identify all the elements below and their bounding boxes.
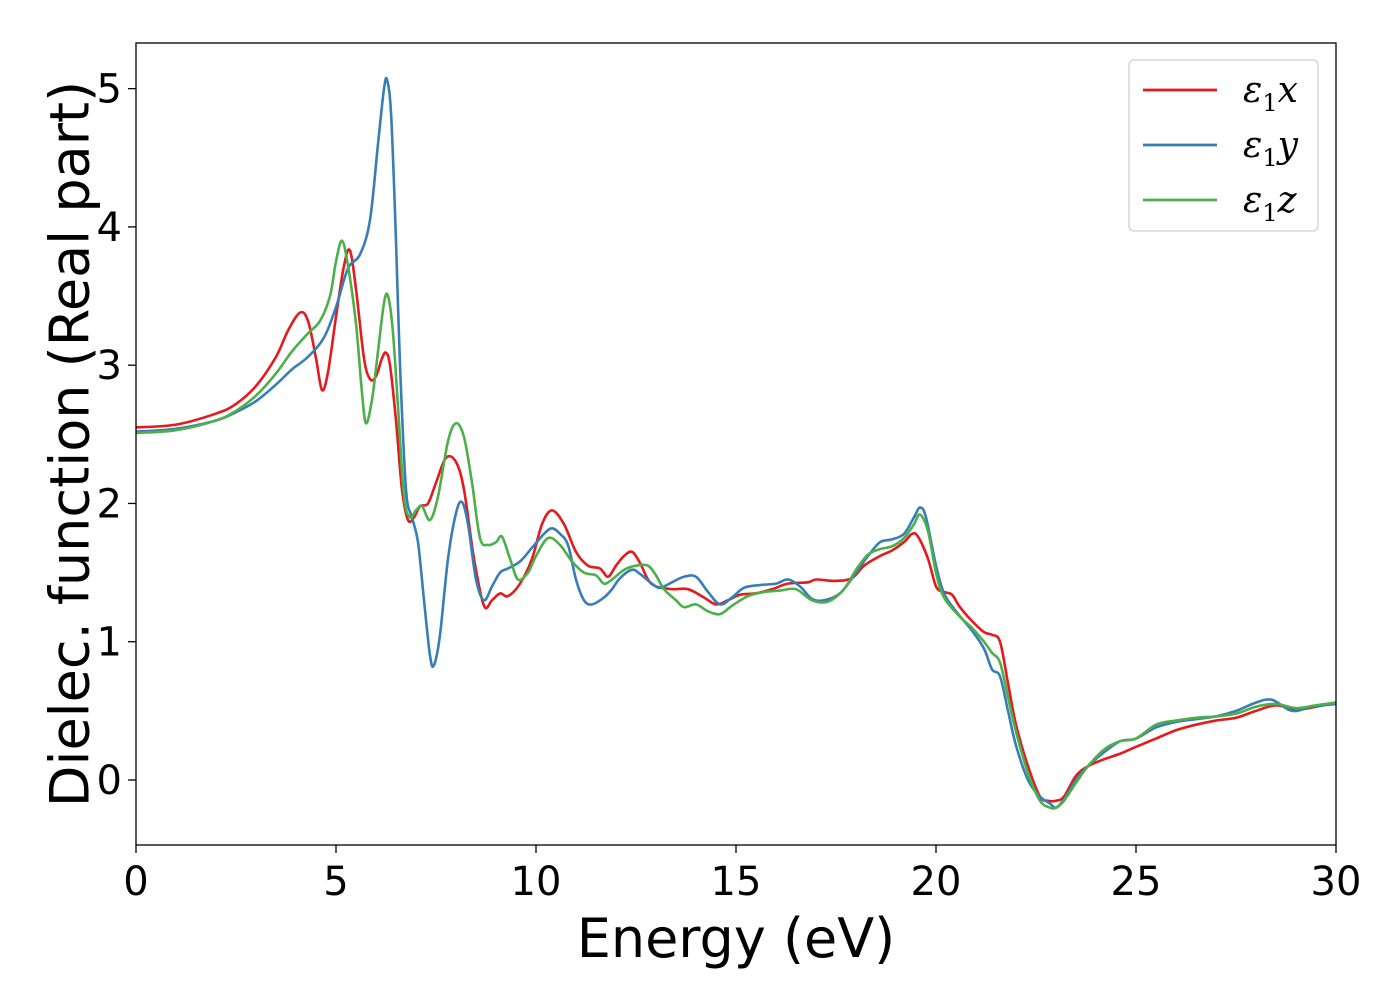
legend-symbol: ε [1243, 180, 1262, 221]
legend-label-y: ε1y [1243, 125, 1299, 172]
legend-label-x: ε1x [1243, 70, 1298, 117]
legend-subscript: 1 [1262, 199, 1277, 227]
series-layer [136, 76, 1336, 810]
x-axis: 0 5 10 15 20 25 30 [123, 845, 1361, 905]
y-tick-label: 4 [97, 205, 122, 251]
y-tick-label: 0 [97, 758, 122, 804]
series-line-y [136, 76, 1336, 810]
y-tick-label: 1 [97, 620, 122, 666]
x-tick-label: 30 [1311, 859, 1362, 905]
y-tick-label: 2 [97, 481, 122, 527]
y-tick-label: 3 [97, 343, 122, 389]
x-tick-label: 20 [911, 859, 962, 905]
y-axis: 0 1 2 3 4 5 [97, 67, 136, 804]
series-line-z [136, 239, 1336, 810]
legend-variable: y [1276, 125, 1299, 166]
x-axis-label: Energy (eV) [577, 907, 896, 970]
x-tick-label: 10 [511, 859, 562, 905]
legend-label-z: ε1z [1243, 180, 1298, 227]
legend-symbol: ε [1243, 125, 1262, 166]
x-tick-label: 0 [123, 859, 148, 905]
legend-box [1128, 59, 1319, 232]
legend-subscript: 1 [1262, 144, 1277, 172]
y-axis-label: Dielec. function (Real part) [39, 81, 102, 807]
x-tick-label: 5 [323, 859, 348, 905]
legend-subscript: 1 [1262, 89, 1277, 117]
legend-symbol: ε [1243, 70, 1262, 111]
x-tick-label: 15 [711, 859, 762, 905]
legend-variable: x [1278, 70, 1298, 111]
y-tick-label: 5 [97, 67, 122, 113]
series-line-x [136, 248, 1336, 803]
x-tick-label: 25 [1111, 859, 1162, 905]
legend-variable: z [1277, 180, 1298, 221]
